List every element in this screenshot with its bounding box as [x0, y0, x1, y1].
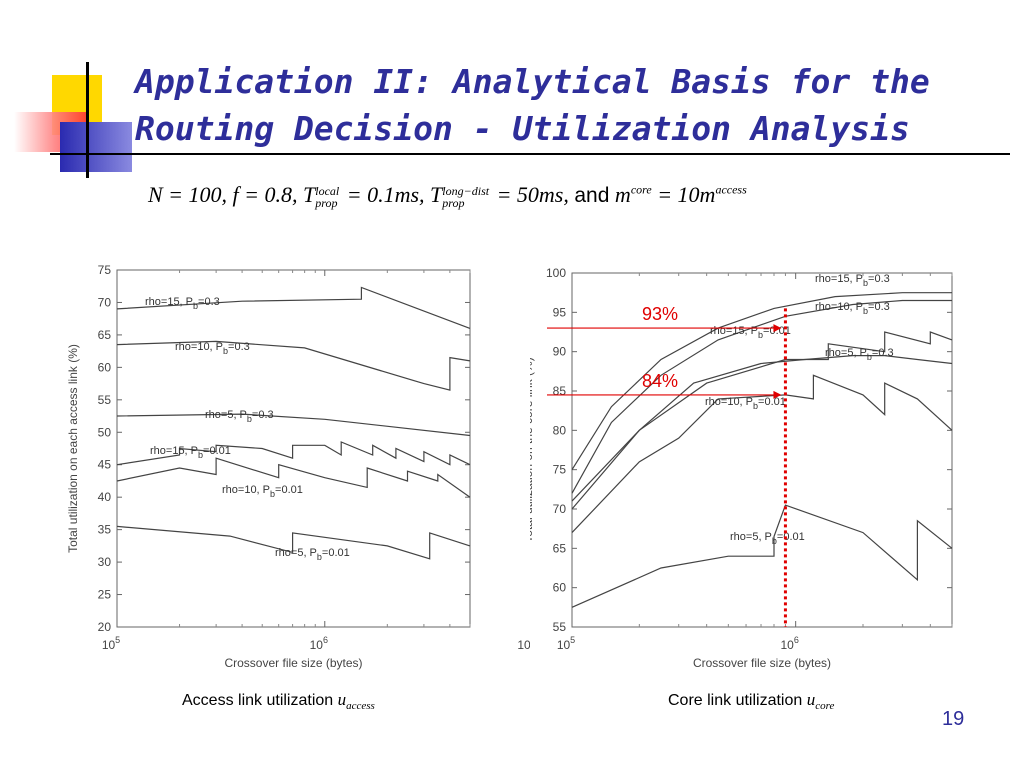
series-line-6 — [116, 525, 471, 560]
series-line-4 — [571, 354, 953, 510]
title-line-2: Routing Decision - Utilization Analysis — [135, 109, 910, 148]
y-tick-label: 85 — [553, 384, 567, 398]
y-tick-label: 45 — [98, 458, 112, 472]
caption-core: Core link utilization ucore — [668, 690, 835, 713]
y-tick-label: 65 — [553, 541, 567, 555]
slide-title: Application II: Analytical Basis for the… — [135, 58, 1015, 152]
y-tick-label: 35 — [98, 523, 112, 537]
series-line-5 — [571, 374, 953, 534]
series-line-2 — [116, 340, 471, 391]
series-line-6 — [571, 504, 953, 608]
y-tick-label: 90 — [553, 345, 567, 359]
x-tick-label: 105 — [102, 635, 120, 652]
y-tick-label: 75 — [553, 463, 567, 477]
caption-core-sub: core — [815, 700, 835, 713]
series-label: rho=5, Pb=0.01 — [275, 547, 350, 562]
series-label: rho=15, Pb=0.3 — [145, 296, 220, 311]
series-label: rho=10, Pb=0.01 — [222, 484, 303, 499]
series-line-1 — [116, 286, 471, 329]
x-axis-label: Crossover file size (bytes) — [224, 656, 362, 670]
formula-t2-value: = 50ms, — [496, 182, 575, 207]
decor-blue-square — [60, 122, 132, 172]
y-tick-label: 60 — [553, 581, 567, 595]
plot-frame — [571, 272, 953, 628]
formula-t2-sub: prop — [442, 195, 465, 210]
core-link-chart: 556065707580859095100105106107Crossover … — [530, 266, 953, 670]
y-tick-label: 25 — [98, 588, 112, 602]
access-link-chart: 20 25 30 35 40 45 50 55 60 65 70 75 105 106 107 Crossov… — [66, 263, 530, 670]
y-axis-label: Total utilization on the core link (%) — [530, 357, 535, 542]
series-label: rho=10, Pb=0.3 — [815, 301, 890, 316]
x-tick-label: 106 — [310, 635, 328, 652]
formula-m2-sup: access — [715, 182, 747, 197]
decor-horizontal-line — [50, 153, 1010, 155]
x-tick-label: 107 — [517, 635, 530, 652]
y-tick-label: 30 — [98, 555, 112, 569]
formula-t2-sup: long−dist — [442, 183, 490, 198]
arrow-93-head — [773, 324, 782, 333]
y-tick-label: 55 — [553, 620, 567, 634]
series-label: rho=5, Pb=0.01 — [730, 531, 805, 546]
y-tick-label: 60 — [98, 360, 112, 374]
caption-access-sub: access — [346, 700, 375, 713]
y-tick-label: 50 — [98, 425, 112, 439]
series-line-5 — [116, 457, 471, 498]
formula-m2: = 10m — [657, 182, 716, 207]
series-label: rho=10, Pb=0.01 — [705, 396, 786, 411]
x-tick-label: 106 — [780, 635, 798, 652]
y-tick-label: 40 — [98, 490, 112, 504]
formula-t1-sub: prop — [315, 195, 338, 210]
y-tick-label: 20 — [98, 620, 112, 634]
series-line-3 — [116, 413, 471, 437]
formula-t1-sup: local — [315, 183, 340, 198]
caption-access: Access link utilization uaccess — [182, 690, 375, 713]
series-line-3 — [571, 331, 953, 502]
formula-t1-value: = 0.1ms, — [346, 182, 431, 207]
x-axis-label: Crossover file size (bytes) — [693, 656, 831, 670]
y-tick-label: 65 — [98, 328, 112, 342]
formula-and: and — [574, 184, 610, 207]
formula-f: f = 0.8, — [232, 182, 303, 207]
series-line-1 — [571, 292, 952, 471]
y-tick-label: 95 — [553, 305, 567, 319]
series-label: rho=15, Pb=0.3 — [815, 273, 890, 288]
series-label: rho=10, Pb=0.3 — [175, 341, 250, 356]
x-tick-label: 105 — [557, 635, 575, 652]
y-tick-label: 70 — [553, 502, 567, 516]
caption-access-text: Access link utilization — [182, 692, 334, 709]
caption-core-text: Core link utilization — [668, 692, 803, 709]
annotation-93: 93% — [642, 304, 678, 324]
formula-n: N = 100, — [148, 182, 233, 207]
series-label: rho=15, Pb=0.01 — [150, 445, 231, 460]
y-axis-label: Total utilization on each access link (%… — [66, 344, 80, 553]
decor-vertical-line — [86, 62, 89, 178]
title-line-1: Application II: Analytical Basis for the — [135, 62, 930, 101]
series-label: rho=5, Pb=0.3 — [825, 347, 894, 362]
y-tick-label: 75 — [98, 263, 112, 277]
arrow-84-head — [773, 390, 782, 399]
series-label: rho=5, Pb=0.3 — [205, 409, 274, 424]
page-number: 19 — [942, 708, 965, 730]
y-tick-label: 55 — [98, 393, 112, 407]
y-tick-label: 80 — [553, 423, 567, 437]
annotation-84: 84% — [642, 371, 678, 391]
formula-m1-sup: core — [630, 182, 652, 197]
y-tick-label: 70 — [98, 295, 112, 309]
y-tick-label: 100 — [546, 266, 566, 280]
series-line-4 — [116, 441, 471, 466]
plot-frame — [116, 269, 471, 628]
